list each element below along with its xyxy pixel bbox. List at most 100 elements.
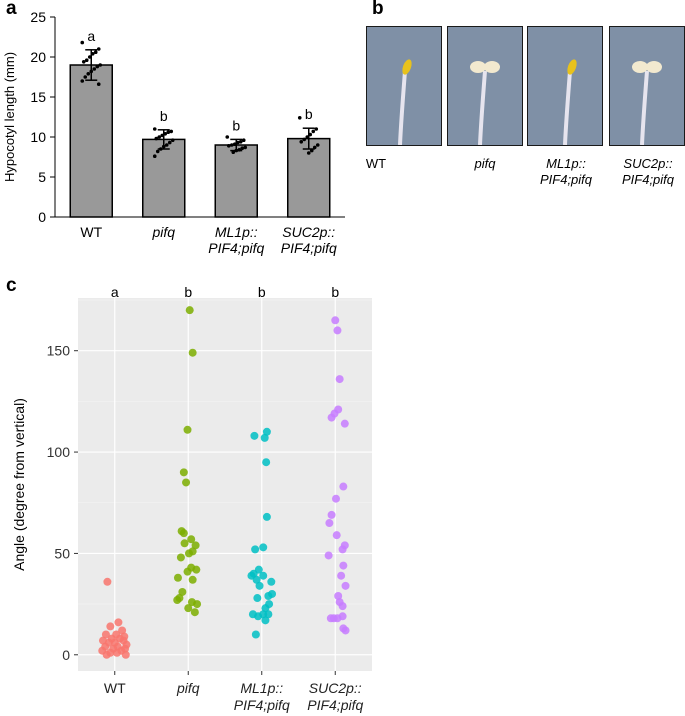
data-point [179, 468, 188, 477]
data-point [184, 549, 193, 558]
photo-label-wt: WT [365, 156, 387, 171]
data-point [102, 650, 111, 659]
bar [69, 64, 113, 218]
photo-suc2p [609, 26, 685, 146]
data-point [157, 135, 162, 139]
data-point [96, 47, 101, 51]
data-point [338, 602, 347, 611]
data-point [340, 419, 349, 428]
data-point [90, 52, 95, 56]
x-tick-label: ML1p:: [215, 224, 258, 240]
panel-letter-c: c [6, 275, 17, 296]
data-point [326, 614, 335, 623]
data-point [92, 67, 97, 71]
seedling-image [367, 27, 441, 145]
data-point [173, 573, 182, 582]
data-point [337, 571, 346, 580]
data-point [152, 154, 157, 158]
data-point [324, 551, 333, 560]
data-point [240, 146, 245, 150]
data-point [190, 608, 199, 617]
data-point [333, 614, 342, 623]
bar [142, 138, 186, 218]
data-point [164, 143, 169, 147]
data-point [261, 604, 270, 613]
data-point [160, 133, 165, 138]
data-point [167, 140, 172, 145]
y-tick-label: 5 [38, 169, 46, 185]
data-point [191, 541, 200, 550]
data-point [341, 581, 350, 590]
data-point [170, 138, 175, 142]
seedling-image [448, 27, 522, 145]
data-point [308, 132, 313, 137]
x-tick-label: pifq [151, 224, 175, 240]
data-point [264, 610, 273, 619]
data-point [261, 616, 270, 625]
data-point [231, 150, 236, 154]
data-point [241, 138, 246, 142]
data-point [332, 531, 341, 540]
significance-label: b [232, 117, 240, 133]
data-point [185, 306, 194, 315]
data-point [87, 55, 92, 59]
photo-label-pifq: pifq [474, 156, 496, 171]
data-point [229, 143, 234, 147]
data-point [183, 425, 192, 434]
y-axis-label: Hypocotyl length (mm) [2, 52, 17, 182]
significance-label: b [258, 284, 266, 300]
x-tick-label: SUC2p:: [309, 680, 362, 696]
data-point [103, 577, 112, 586]
data-point [237, 148, 242, 152]
data-point [333, 326, 342, 335]
data-point [80, 79, 85, 83]
data-point [238, 140, 243, 144]
cotyledon [567, 59, 577, 75]
data-point [96, 82, 101, 86]
data-point [226, 144, 231, 148]
data-point [314, 127, 319, 131]
seedling-image [528, 27, 602, 145]
data-point [225, 135, 230, 139]
y-tick-label: 10 [30, 129, 46, 145]
data-point [154, 136, 159, 141]
data-point [169, 129, 174, 134]
data-point [339, 482, 348, 491]
data-point [255, 581, 264, 590]
y-axis-label: Angle (degree from vertical) [11, 398, 27, 571]
y-tick-label: 0 [62, 647, 70, 663]
data-point [180, 539, 189, 548]
cotyledon [470, 61, 486, 73]
data-point [259, 571, 268, 580]
data-point [176, 553, 185, 562]
data-point [306, 151, 311, 155]
data-point [184, 604, 193, 613]
data-point [173, 596, 182, 605]
data-point [161, 144, 166, 149]
x-tick-label: PIF4;pifq [234, 697, 290, 713]
data-point [251, 630, 260, 639]
data-point [98, 63, 103, 67]
data-point [251, 545, 260, 554]
x-tick-label: pifq [176, 680, 200, 696]
data-point [302, 137, 307, 142]
data-point [254, 612, 263, 621]
data-point [86, 72, 91, 76]
data-point [84, 58, 89, 62]
y-tick-label: 25 [30, 9, 46, 25]
photo-wt [366, 26, 442, 146]
data-point [80, 40, 85, 45]
data-point [182, 478, 191, 487]
photo-label-ml1p: ML1p:: PIF4;pifq [539, 156, 593, 187]
data-point [101, 630, 110, 639]
data-point [155, 149, 160, 154]
significance-label: b [184, 284, 192, 300]
data-point [312, 145, 317, 150]
data-point [187, 535, 196, 544]
x-tick-label: ML1p:: [240, 680, 283, 696]
panel-letter-b: b [372, 0, 384, 19]
data-point [192, 565, 201, 574]
data-point [253, 594, 262, 603]
data-point [299, 140, 304, 144]
y-tick-label: 50 [54, 545, 70, 561]
